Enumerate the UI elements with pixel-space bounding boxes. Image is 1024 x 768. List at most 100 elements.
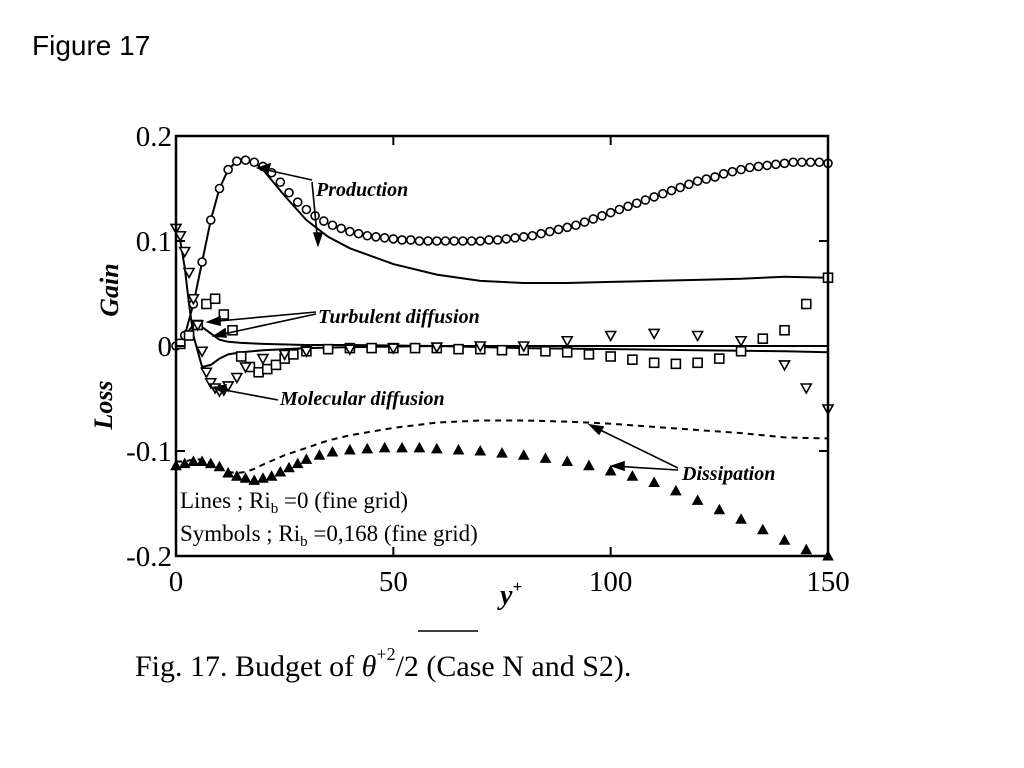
square-marker — [209, 293, 221, 305]
y-tick-label: 0.2 — [136, 121, 172, 153]
square-marker — [322, 343, 334, 355]
triangle-down-marker — [473, 341, 487, 353]
square-marker — [261, 363, 273, 375]
circle-marker — [423, 236, 433, 246]
triangle-down-marker — [191, 320, 205, 332]
square-marker — [627, 354, 638, 365]
circle-marker — [571, 220, 581, 231]
x-axis-label-main: y — [497, 580, 513, 611]
circle-marker — [771, 159, 781, 170]
circle-marker — [701, 174, 712, 184]
triangle-up-marker — [539, 452, 552, 463]
triangle-down-marker — [604, 330, 618, 343]
annotation-dissipation: Dissipation — [681, 463, 775, 485]
circle-marker — [431, 236, 442, 246]
circle-marker — [501, 234, 512, 244]
triangle-up-marker — [274, 465, 287, 477]
square-marker — [779, 324, 790, 336]
annotation-arrows — [205, 162, 679, 472]
triangle-up-marker — [213, 460, 226, 472]
legend-symbols-sub: b — [300, 534, 308, 550]
triangle-up-marker — [222, 467, 235, 478]
square-marker — [648, 357, 660, 369]
y-axis-label-loss: Loss — [89, 380, 118, 430]
circle-marker — [371, 232, 381, 242]
triangle-up-marker — [396, 441, 408, 453]
circle-marker — [275, 177, 286, 187]
circle-marker — [562, 222, 573, 233]
circle-marker — [727, 166, 738, 177]
circle-marker — [675, 182, 686, 193]
square-marker — [183, 330, 195, 341]
triangle-up-marker — [196, 455, 208, 466]
square-marker — [201, 298, 212, 310]
circle-marker — [545, 226, 555, 237]
x-axis-label-sup: + — [512, 577, 522, 596]
triangle-up-marker — [648, 476, 660, 487]
circle-marker — [788, 157, 799, 168]
data-layer — [169, 155, 835, 561]
circle-marker — [518, 232, 529, 242]
triangle-up-marker — [474, 444, 487, 456]
circle-marker — [336, 223, 346, 234]
circle-marker — [475, 236, 486, 246]
square-marker — [757, 333, 769, 344]
circle-marker — [649, 192, 659, 202]
circle-marker — [762, 160, 772, 171]
x-tick-label: 150 — [806, 566, 850, 598]
x-tick-label: 0 — [169, 566, 184, 598]
slide-title: Figure 17 — [32, 30, 151, 61]
square-marker — [800, 298, 812, 310]
triangle-down-marker — [230, 372, 244, 385]
circle-marker — [753, 161, 764, 172]
triangle-up-marker — [248, 474, 261, 485]
circle-marker — [666, 185, 677, 196]
circle-marker — [466, 236, 477, 246]
square-marker — [735, 345, 747, 357]
circle-marker — [779, 158, 790, 169]
square-marker — [692, 357, 703, 369]
x-tick-label: 100 — [589, 566, 633, 598]
caption-sup: +2 — [376, 644, 395, 664]
triangle-up-marker — [583, 459, 595, 471]
circle-marker — [579, 217, 590, 227]
triangle-up-marker — [413, 441, 426, 453]
circle-marker — [631, 198, 642, 208]
triangle-up-marker — [756, 523, 769, 535]
triangle-up-marker — [691, 494, 704, 505]
legend-lines-sub: b — [271, 501, 279, 517]
triangle-down-marker — [647, 328, 661, 341]
circle-marker — [223, 164, 233, 175]
circle-marker — [301, 204, 312, 215]
circle-marker — [623, 201, 633, 212]
triangle-down-marker — [517, 341, 531, 353]
legend-lines-suffix: =0 (fine grid) — [278, 488, 408, 513]
triangle-down-marker — [278, 349, 292, 362]
circle-marker — [536, 228, 546, 239]
circle-marker — [814, 157, 825, 168]
circle-marker — [597, 211, 607, 221]
circle-marker — [249, 157, 260, 168]
annotation-turbulent-diffusion: Turbulent diffusion — [318, 306, 480, 328]
triangle-up-marker — [517, 449, 530, 460]
triangle-up-marker — [326, 446, 339, 457]
circle-marker — [205, 215, 216, 225]
annotation-production: Production — [315, 179, 408, 201]
triangle-down-marker — [560, 335, 574, 348]
circle-marker — [318, 216, 329, 226]
circle-marker — [710, 172, 720, 182]
square-marker — [253, 366, 264, 378]
square-marker — [409, 342, 421, 354]
triangle-up-marker — [231, 470, 243, 481]
triangle-up-marker — [361, 442, 374, 454]
square-marker — [453, 343, 464, 355]
circle-marker — [640, 195, 651, 205]
caption-suffix: /2 (Case N and S2). — [396, 650, 632, 683]
caption-theta: θ — [362, 650, 377, 683]
circle-marker — [458, 236, 468, 246]
x-tick-label: 50 — [379, 566, 408, 598]
triangle-up-marker — [291, 457, 304, 469]
square-marker — [270, 359, 282, 371]
circle-marker — [214, 183, 225, 194]
